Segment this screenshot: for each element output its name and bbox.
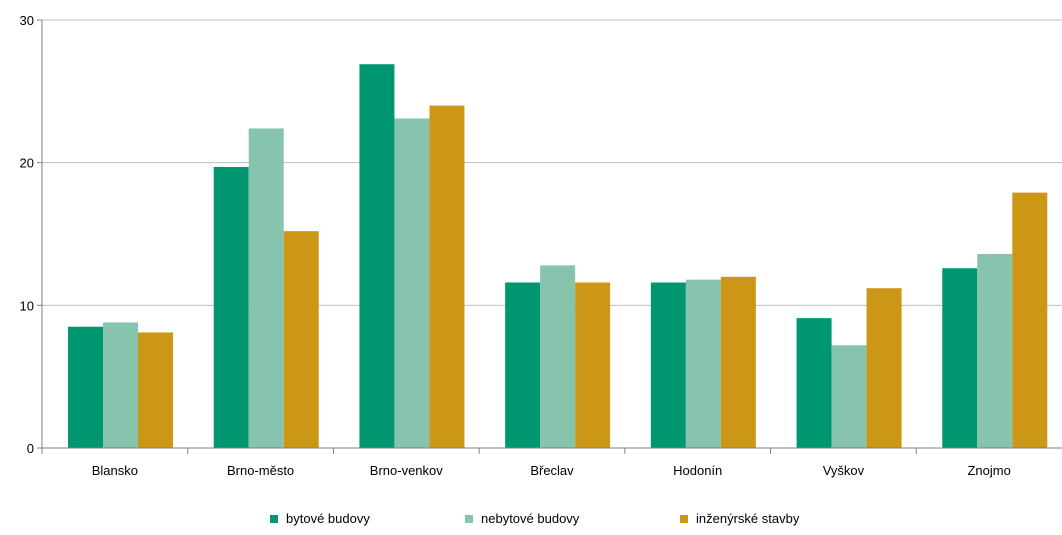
legend-label: nebytové budovy	[481, 511, 580, 526]
bar-2	[248, 128, 284, 448]
category-label: Břeclav	[530, 463, 574, 478]
bar-3	[575, 282, 611, 448]
y-tick-label: 10	[20, 298, 34, 313]
bar-1	[942, 268, 978, 448]
category-label: Znojmo	[967, 463, 1010, 478]
bar-3	[720, 276, 756, 448]
bars	[68, 64, 1048, 449]
legend-swatch	[270, 515, 278, 523]
category-label: Vyškov	[823, 463, 865, 478]
bar-1	[505, 282, 541, 448]
bar-3	[1012, 192, 1048, 448]
y-tick-label: 20	[20, 156, 34, 171]
bar-1	[213, 166, 249, 449]
bar-2	[540, 265, 576, 448]
gridlines	[42, 19, 1062, 306]
legend-label: bytové budovy	[286, 511, 370, 526]
bar-2	[103, 322, 138, 448]
category-label: Hodonín	[673, 463, 722, 478]
y-axis: 0 10 20 30	[20, 13, 43, 456]
bar-2	[831, 345, 867, 448]
bar-3	[138, 332, 173, 448]
bar-2	[977, 253, 1013, 448]
bar-2	[394, 118, 430, 448]
x-axis: Blansko Brno-město Brno-venkov Břeclav Hodon…	[42, 447, 1062, 478]
bar-1	[796, 318, 832, 448]
legend: bytové budovy nebytové budovy inženýrské s…	[270, 511, 800, 526]
bar-1	[68, 326, 103, 448]
y-tick-label: 0	[27, 441, 34, 456]
legend-swatch	[680, 515, 688, 523]
bar-1	[650, 282, 686, 448]
legend-label: inženýrské stavby	[696, 511, 800, 526]
bar-1	[359, 64, 395, 448]
bar-3	[283, 231, 319, 448]
legend-swatch	[465, 515, 473, 523]
category-label: Blansko	[92, 463, 138, 478]
bar-3	[866, 288, 902, 448]
bar-3	[429, 105, 465, 448]
bar-2	[685, 279, 721, 448]
category-label: Brno-město	[227, 463, 294, 478]
category-label: Brno-venkov	[370, 463, 443, 478]
y-tick-label: 30	[20, 13, 34, 28]
